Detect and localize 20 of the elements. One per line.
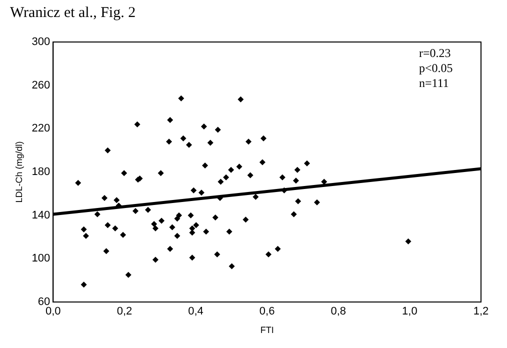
y-tick-label: 60 [38, 296, 50, 308]
y-tick-label: 180 [32, 166, 50, 178]
annotation: n=111 [419, 76, 449, 90]
x-tick-label: 1,0 [402, 306, 418, 318]
x-tick-label: 0,0 [46, 306, 61, 318]
x-tick-label: 0,8 [330, 306, 346, 318]
y-axis-title: LDL-Ch (mg/dl) [14, 141, 24, 203]
x-tick-label: 0,6 [259, 306, 275, 318]
y-tick-label: 100 [32, 252, 50, 265]
x-axis-title: FTI [260, 325, 274, 336]
y-tick-label: 220 [32, 122, 50, 135]
y-tick-label: 300 [32, 36, 50, 48]
annotation: p<0.05 [419, 61, 453, 76]
y-tick-label: 140 [32, 209, 50, 222]
x-tick-label: 0,2 [116, 306, 132, 318]
x-tick-label: 1,2 [473, 306, 489, 318]
x-tick-label: 0,4 [188, 306, 204, 318]
y-tick-label: 260 [32, 79, 50, 92]
annotation: r=0.23 [419, 46, 451, 60]
chart-title: Wranicz et al., Fig. 2 [10, 4, 136, 21]
